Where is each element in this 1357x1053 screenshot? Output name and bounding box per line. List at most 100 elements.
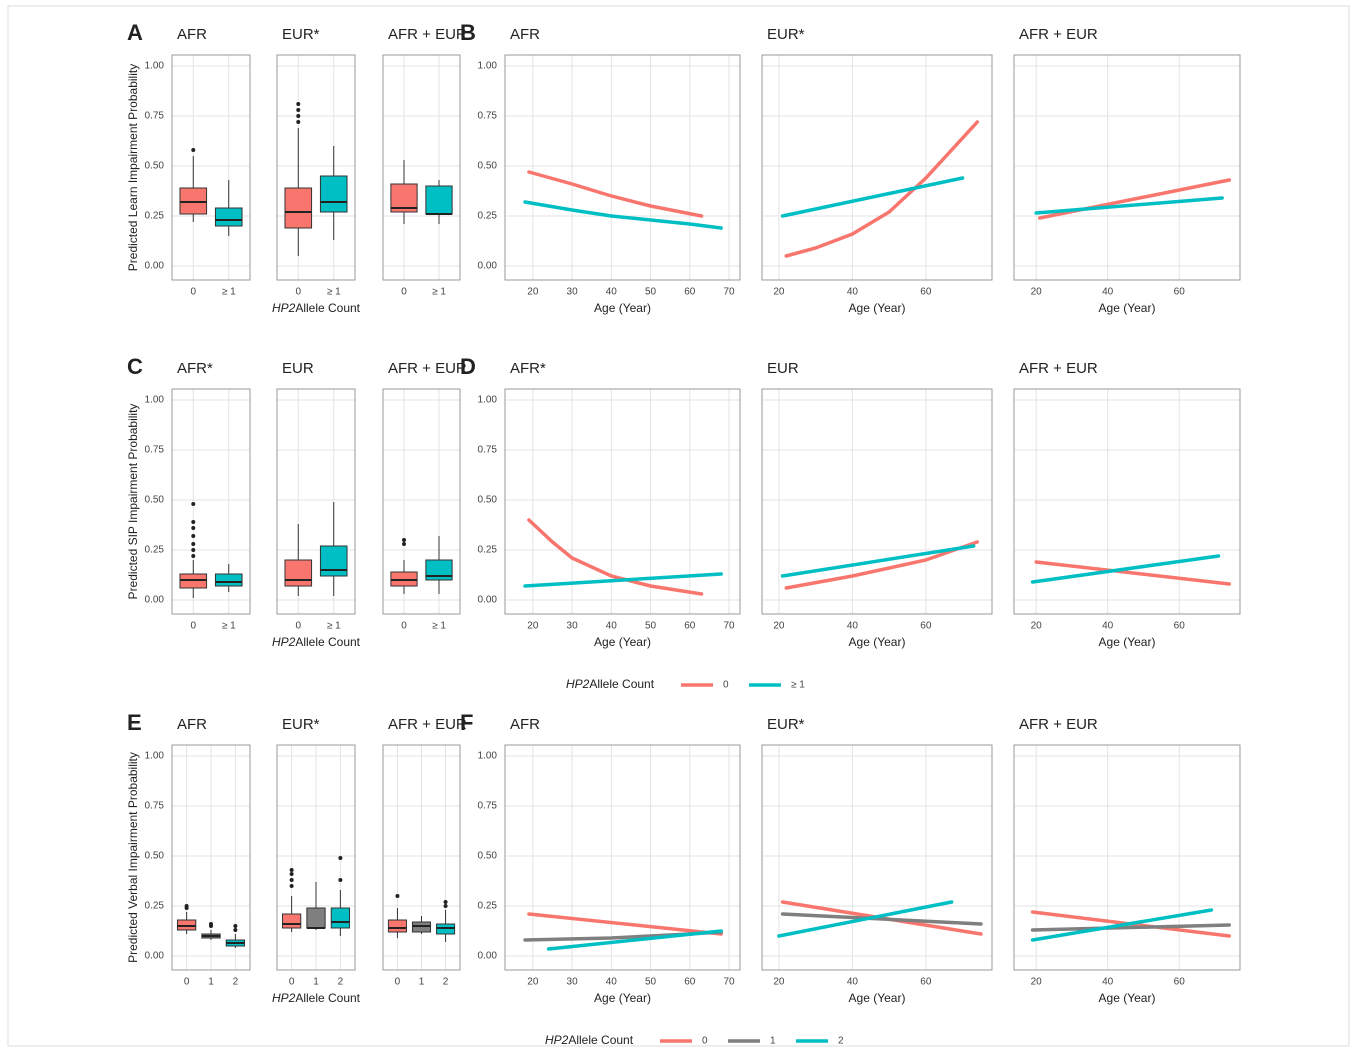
outlier	[191, 554, 196, 558]
box	[284, 559, 313, 587]
panel-title: AFR*	[510, 360, 546, 377]
trend-line	[780, 544, 976, 578]
plot-background	[1014, 55, 1240, 280]
panel-title: AFR*	[177, 360, 213, 377]
x-axis-label: Age (Year)	[849, 301, 906, 315]
plot-background	[383, 55, 460, 280]
outlier	[296, 114, 301, 118]
x-tick-label: 50	[645, 287, 657, 298]
x-tick-label: 40	[606, 287, 618, 298]
outlier	[191, 520, 196, 524]
box	[319, 175, 348, 213]
plot-border	[761, 54, 993, 281]
x-tick-label: 0	[289, 977, 295, 988]
box	[387, 919, 407, 933]
outlier	[191, 502, 196, 506]
trend-line	[527, 170, 704, 218]
y-tick-label: 0.50	[478, 495, 498, 506]
x-tick-label: 40	[1102, 287, 1114, 298]
trend-line	[527, 518, 704, 596]
outlier	[289, 872, 294, 876]
y-tick-label: 0.50	[145, 851, 165, 862]
legend-label: 0	[723, 680, 729, 691]
legend-title: HP2Allele Count	[566, 677, 655, 691]
x-tick-label: 30	[567, 621, 579, 632]
y-tick-label: 0.50	[145, 161, 165, 172]
legend-label: 1	[770, 1036, 776, 1047]
outlier	[233, 924, 238, 928]
x-tick-label: 0	[295, 287, 301, 298]
plot-border	[382, 54, 461, 281]
x-tick-label: 0	[184, 977, 190, 988]
panel-letter: F	[460, 710, 473, 735]
outlier	[191, 542, 196, 546]
trend-line	[523, 200, 723, 230]
y-tick-label: 1.00	[478, 751, 498, 762]
outlier	[443, 904, 448, 908]
x-tick-label: 50	[645, 977, 657, 988]
outlier	[209, 922, 213, 926]
legend-title-italic: HP2	[566, 677, 590, 691]
panel-title: AFR	[177, 26, 207, 43]
trend-line	[1030, 554, 1221, 584]
x-tick-label: 2	[233, 977, 239, 988]
x-tick-label: 20	[1031, 287, 1043, 298]
x-axis-label: Age (Year)	[849, 635, 906, 649]
legend-label: 2	[838, 1036, 844, 1047]
y-tick-label: 1.00	[478, 61, 498, 72]
x-tick-label: ≥ 1	[327, 287, 341, 298]
x-axis-label: Age (Year)	[594, 635, 651, 649]
figure-border	[7, 5, 1350, 1047]
x-axis-label-italic: HP2	[272, 635, 296, 649]
y-tick-label: 0.75	[145, 111, 165, 122]
x-tick-label: 0	[190, 621, 196, 632]
legend-title-italic: HP2	[545, 1033, 569, 1047]
y-tick-label: 0.00	[145, 951, 165, 962]
legend-title-text: Allele Count	[589, 677, 654, 691]
outlier	[233, 928, 238, 932]
panel-letter: A	[127, 20, 143, 45]
trend-line	[784, 120, 980, 258]
x-tick-label: 20	[1031, 621, 1043, 632]
legend-title: HP2Allele Count	[545, 1033, 634, 1047]
y-tick-label: 0.75	[478, 111, 498, 122]
outlier	[338, 878, 343, 882]
x-tick-label: 20	[773, 287, 785, 298]
x-tick-label: 60	[1174, 977, 1186, 988]
x-tick-label: 1	[419, 977, 425, 988]
x-tick-label: 0	[295, 621, 301, 632]
y-tick-label: 0.25	[478, 545, 498, 556]
plot-border	[504, 388, 741, 615]
trend-line	[1030, 908, 1214, 942]
y-tick-label: 0.50	[145, 495, 165, 506]
panel-title: AFR	[177, 716, 207, 733]
x-axis-label: Age (Year)	[1099, 301, 1156, 315]
panel-title: AFR + EUR	[1019, 360, 1098, 377]
plot-border	[761, 388, 993, 615]
panel-title: EUR*	[767, 716, 805, 733]
panel-letter: C	[127, 354, 143, 379]
x-tick-label: ≥ 1	[222, 621, 236, 632]
y-tick-label: 0.00	[145, 595, 165, 606]
x-tick-label: 70	[723, 621, 735, 632]
panel-title: AFR + EUR	[388, 360, 467, 377]
x-axis-label-italic: HP2	[272, 301, 296, 315]
y-tick-label: 0.25	[145, 545, 165, 556]
x-axis-label-text: Allele Count	[295, 635, 360, 649]
plot-border	[1013, 388, 1241, 615]
plot-border	[276, 388, 356, 615]
plot-border	[1013, 54, 1241, 281]
x-tick-label: 0	[190, 287, 196, 298]
x-tick-label: 0	[401, 621, 407, 632]
x-tick-label: 20	[773, 977, 785, 988]
x-tick-label: 20	[1031, 977, 1043, 988]
plot-border	[276, 744, 356, 971]
plot-background	[1014, 389, 1240, 614]
legend-label: 0	[702, 1036, 708, 1047]
outlier	[289, 878, 294, 882]
box	[306, 907, 326, 929]
trend-line	[780, 176, 965, 218]
y-axis-label: Predicted Learn Impairment Probability	[126, 64, 140, 271]
plot-border	[382, 744, 461, 971]
y-tick-label: 0.50	[478, 161, 498, 172]
